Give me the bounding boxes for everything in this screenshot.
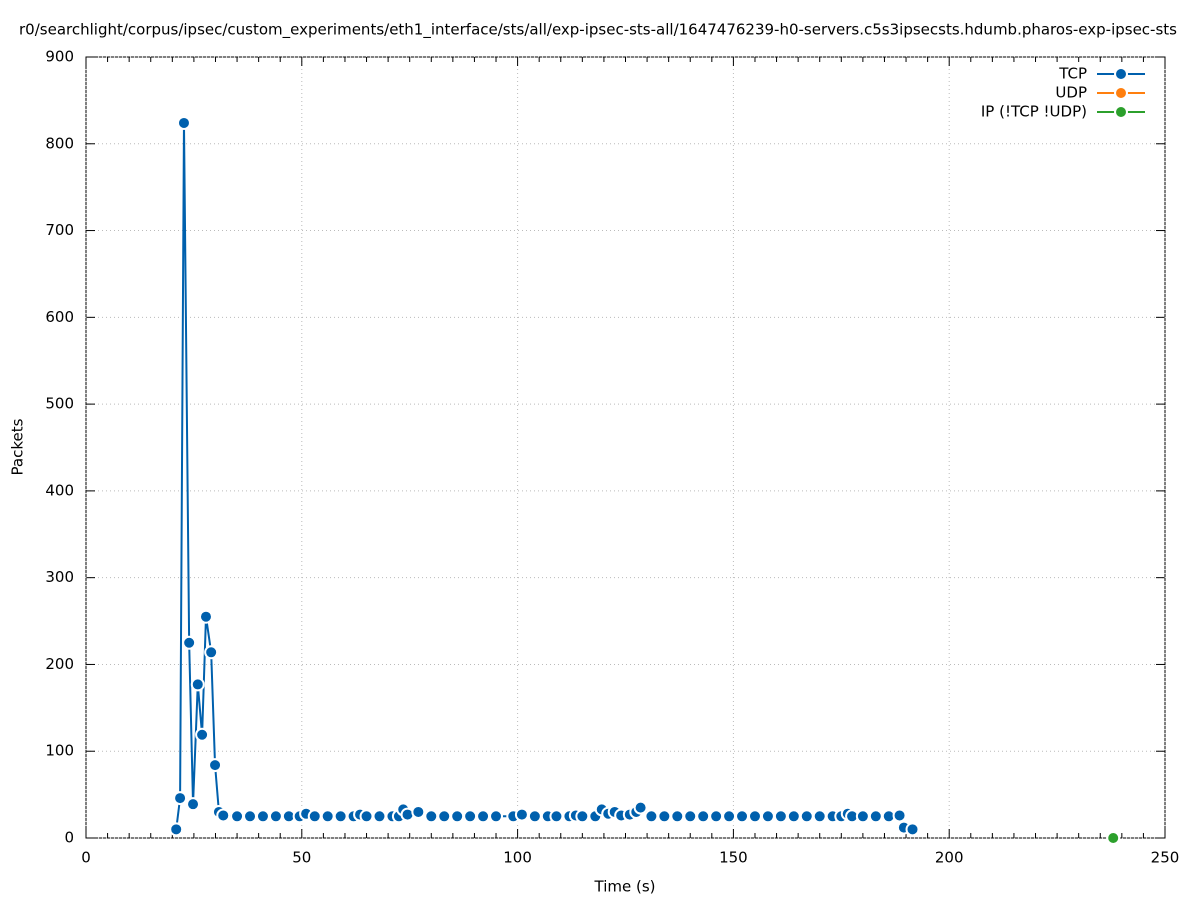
y-tick-label: 300	[45, 568, 74, 586]
data-point	[186, 797, 201, 812]
data-point	[424, 809, 439, 824]
data-point	[476, 809, 491, 824]
data-point	[230, 809, 245, 824]
y-tick-label: 0	[64, 829, 74, 847]
data-point	[176, 115, 191, 130]
data-point	[450, 809, 465, 824]
y-tick-label: 800	[45, 134, 74, 152]
legend-marker	[1114, 86, 1128, 100]
legend-label: UDP	[1055, 84, 1087, 102]
data-point	[812, 809, 827, 824]
y-tick-label: 600	[45, 308, 74, 326]
data-point	[173, 791, 188, 806]
x-tick-label: 200	[935, 849, 964, 867]
y-tick-label: 700	[45, 221, 74, 239]
data-point	[760, 809, 775, 824]
data-point	[514, 807, 529, 822]
data-point	[633, 800, 648, 815]
data-point	[527, 809, 542, 824]
x-tick-label: 100	[503, 849, 532, 867]
x-tick-label: 250	[1151, 849, 1180, 867]
data-point	[307, 809, 322, 824]
data-point	[489, 809, 504, 824]
legend-marker	[1114, 105, 1128, 119]
data-point	[204, 645, 219, 660]
y-tick-label: 200	[45, 655, 74, 673]
data-point	[696, 809, 711, 824]
data-point	[709, 809, 724, 824]
data-point	[657, 809, 672, 824]
data-point	[855, 809, 870, 824]
data-point	[722, 809, 737, 824]
x-tick-label: 50	[292, 849, 311, 867]
data-point	[644, 809, 659, 824]
data-point	[892, 808, 907, 823]
y-tick-label: 100	[45, 742, 74, 760]
legend-marker	[1114, 67, 1128, 81]
data-point	[799, 809, 814, 824]
data-point	[1106, 831, 1121, 845]
chart-title: r0/searchlight/corpus/ipsec/custom_exper…	[19, 21, 1177, 40]
data-point	[437, 809, 452, 824]
data-point	[243, 809, 258, 824]
data-point	[268, 809, 283, 824]
data-point	[575, 809, 590, 824]
legend-label: TCP	[1058, 65, 1087, 83]
data-point	[735, 809, 750, 824]
y-axis-label: Packets	[9, 418, 27, 475]
x-tick-label: 150	[719, 849, 748, 867]
data-point	[773, 809, 788, 824]
data-point	[190, 677, 205, 692]
x-tick-label: 0	[81, 849, 91, 867]
data-point	[905, 822, 920, 837]
x-axis-label: Time (s)	[594, 878, 656, 896]
data-point	[169, 822, 184, 837]
y-tick-label: 500	[45, 395, 74, 413]
y-tick-label: 400	[45, 481, 74, 499]
data-point	[786, 809, 801, 824]
data-point	[216, 808, 231, 823]
data-point	[320, 809, 335, 824]
data-point	[208, 758, 223, 773]
data-point	[683, 809, 698, 824]
data-point	[198, 609, 213, 624]
data-point	[255, 809, 270, 824]
data-point	[372, 809, 387, 824]
data-point	[868, 809, 883, 824]
data-point	[670, 809, 685, 824]
y-tick-label: 900	[45, 48, 74, 66]
data-point	[333, 809, 348, 824]
data-point	[182, 635, 197, 650]
data-point	[549, 809, 564, 824]
data-point	[195, 727, 210, 742]
data-point	[463, 809, 478, 824]
data-point	[747, 809, 762, 824]
data-point	[411, 804, 426, 819]
legend-label: IP (!TCP !UDP)	[981, 103, 1087, 121]
data-point	[359, 809, 374, 824]
